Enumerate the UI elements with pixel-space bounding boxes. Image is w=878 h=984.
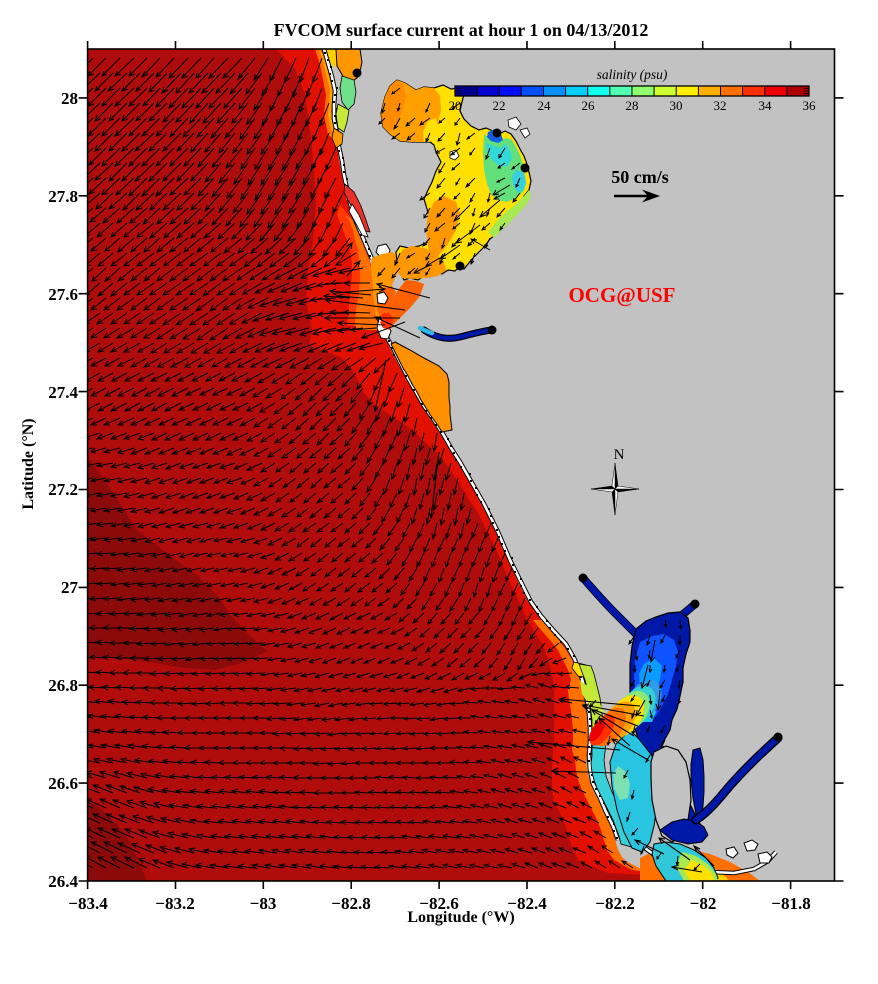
svg-text:22: 22 [493, 98, 506, 113]
svg-text:−82: −82 [690, 894, 717, 913]
svg-text:26.4: 26.4 [48, 872, 78, 891]
svg-text:27.8: 27.8 [48, 187, 78, 206]
svg-text:−82.8: −82.8 [331, 894, 370, 913]
svg-text:−82.4: −82.4 [507, 894, 547, 913]
svg-text:36: 36 [803, 98, 817, 113]
svg-text:50 cm/s: 50 cm/s [611, 167, 669, 187]
svg-text:−82.2: −82.2 [595, 894, 634, 913]
svg-text:24: 24 [538, 98, 552, 113]
svg-text:FVCOM surface current at hour: FVCOM surface current at hour 1 on 04/13… [274, 20, 649, 40]
svg-text:30: 30 [670, 98, 683, 113]
svg-text:27.4: 27.4 [48, 383, 78, 402]
svg-text:20: 20 [449, 98, 462, 113]
svg-text:28: 28 [61, 89, 78, 108]
svg-text:OCG@USF: OCG@USF [568, 283, 675, 307]
svg-text:Longitude (°W): Longitude (°W) [407, 909, 514, 926]
svg-text:34: 34 [759, 98, 773, 113]
svg-text:−83.4: −83.4 [68, 894, 108, 913]
svg-text:26.8: 26.8 [48, 676, 78, 695]
svg-text:N: N [614, 447, 625, 463]
svg-text:32: 32 [714, 98, 727, 113]
svg-text:27.6: 27.6 [48, 285, 78, 304]
svg-text:−82.6: −82.6 [419, 894, 458, 913]
svg-text:−83: −83 [250, 894, 277, 913]
svg-text:−81.8: −81.8 [771, 894, 810, 913]
svg-text:26: 26 [582, 98, 596, 113]
svg-text:salinity (psu): salinity (psu) [597, 67, 668, 82]
svg-text:−83.2: −83.2 [155, 894, 194, 913]
svg-text:Latitude (°N): Latitude (°N) [20, 418, 37, 509]
svg-text:27: 27 [61, 578, 79, 597]
svg-text:28: 28 [626, 98, 639, 113]
svg-text:27.2: 27.2 [48, 480, 78, 499]
svg-text:26.6: 26.6 [48, 774, 78, 793]
